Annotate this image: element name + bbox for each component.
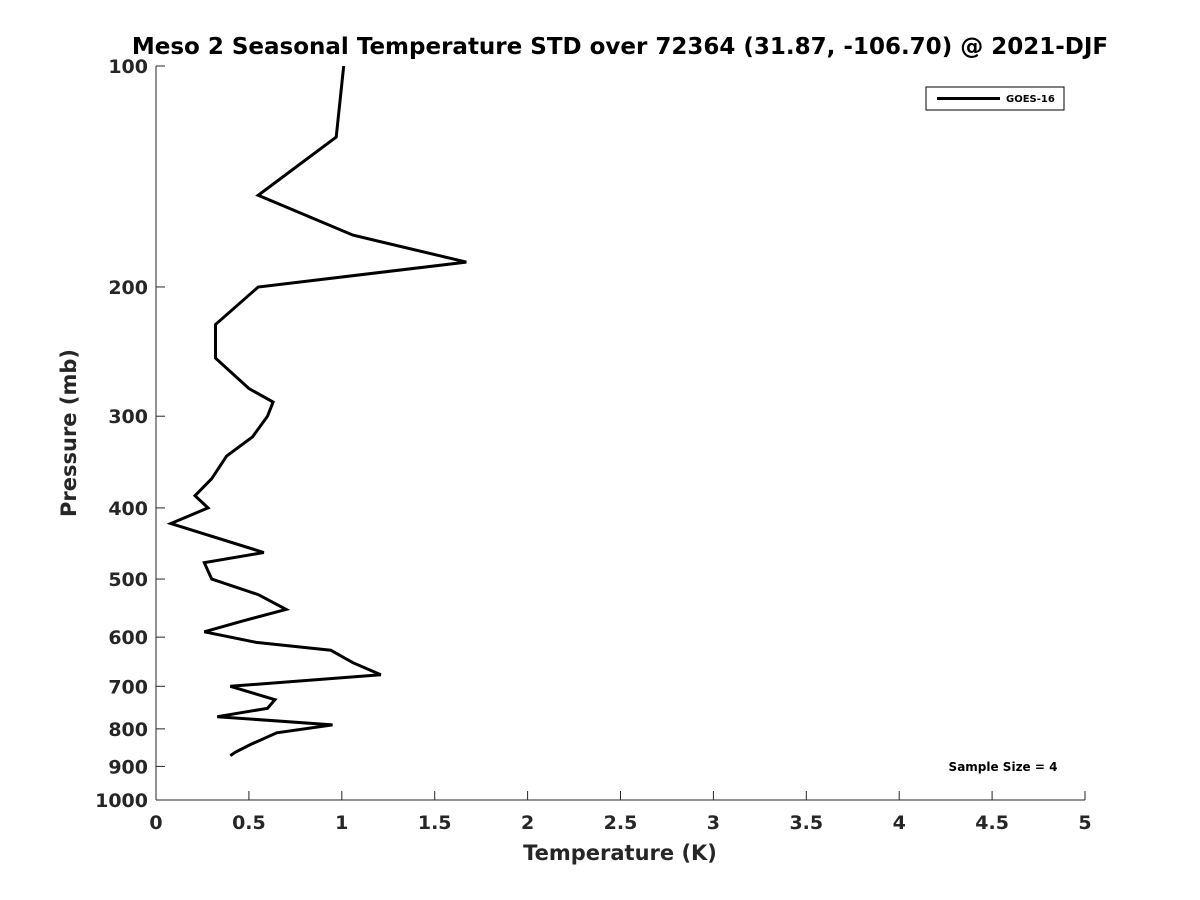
y-tick-label: 100 <box>108 56 148 78</box>
y-tick-label: 400 <box>108 498 148 520</box>
x-ticks: 0 0.5 1 1.5 2 2.5 3 3.5 4 4.5 5 <box>149 791 1092 834</box>
x-tick-label: 3 <box>707 812 720 834</box>
x-tick-label: 1.5 <box>418 812 452 834</box>
x-tick-label: 4.5 <box>975 812 1009 834</box>
y-tick-label: 600 <box>108 627 148 649</box>
x-tick-label: 2.5 <box>604 812 638 834</box>
legend: GOES-16 <box>925 86 1065 111</box>
y-ticks: 100 200 300 400 500 600 700 800 900 1000 <box>95 56 165 812</box>
y-tick-label: 800 <box>108 719 148 741</box>
y-tick-label: 700 <box>108 676 148 698</box>
x-tick-label: 0 <box>149 812 162 834</box>
x-tick-label: 4 <box>893 812 906 834</box>
series-line-goes-16 <box>166 65 467 757</box>
plot-area: 0 0.5 1 1.5 2 2.5 3 3.5 4 4.5 5 100 200 300 400 500 600… <box>95 56 1092 834</box>
x-axis-label: Temperature (K) <box>523 841 717 865</box>
y-tick-label: 300 <box>108 406 148 428</box>
x-tick-label: 3.5 <box>789 812 823 834</box>
x-tick-label: 5 <box>1078 812 1091 834</box>
y-tick-label: 1000 <box>95 790 148 812</box>
y-axis-label: Pressure (mb) <box>57 349 81 517</box>
y-tick-label: 500 <box>108 569 148 591</box>
x-tick-label: 1 <box>335 812 348 834</box>
x-tick-label: 0.5 <box>232 812 266 834</box>
y-tick-label: 900 <box>108 756 148 778</box>
chart-title: Meso 2 Seasonal Temperature STD over 723… <box>132 34 1108 60</box>
y-tick-label: 200 <box>108 277 148 299</box>
x-tick-label: 2 <box>521 812 534 834</box>
legend-label: GOES-16 <box>1006 94 1055 105</box>
sample-size-annotation: Sample Size = 4 <box>949 760 1058 774</box>
series-group <box>166 65 467 757</box>
